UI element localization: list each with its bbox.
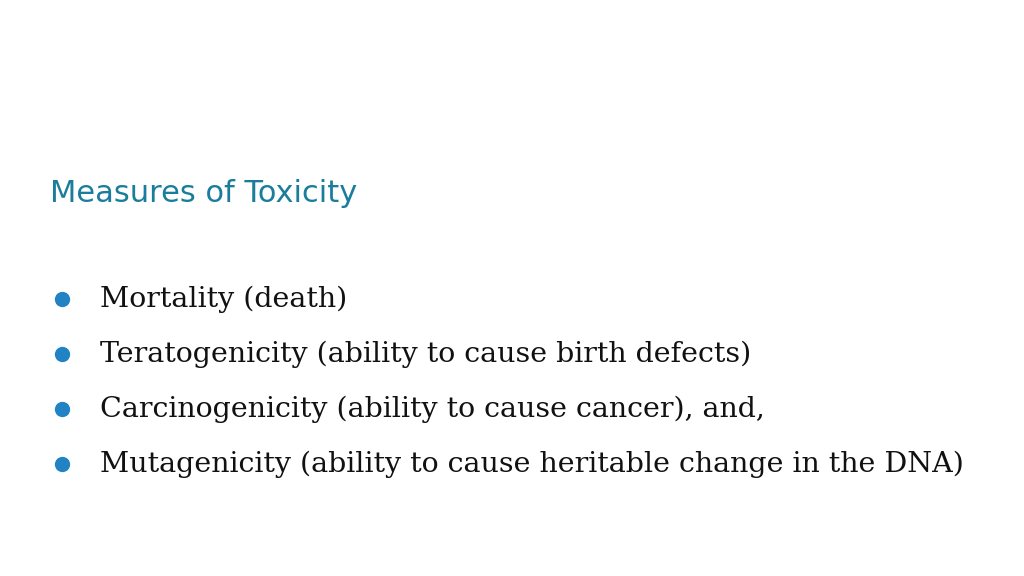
Text: Carcinogenicity (ability to cause cancer), and,: Carcinogenicity (ability to cause cancer… [100, 395, 765, 423]
Text: Mutagenicity (ability to cause heritable change in the DNA): Mutagenicity (ability to cause heritable… [100, 450, 964, 478]
Text: Measures of Toxicity: Measures of Toxicity [50, 179, 357, 207]
Text: Mortality (death): Mortality (death) [100, 285, 347, 313]
Text: Teratogenicity (ability to cause birth defects): Teratogenicity (ability to cause birth d… [100, 340, 752, 367]
